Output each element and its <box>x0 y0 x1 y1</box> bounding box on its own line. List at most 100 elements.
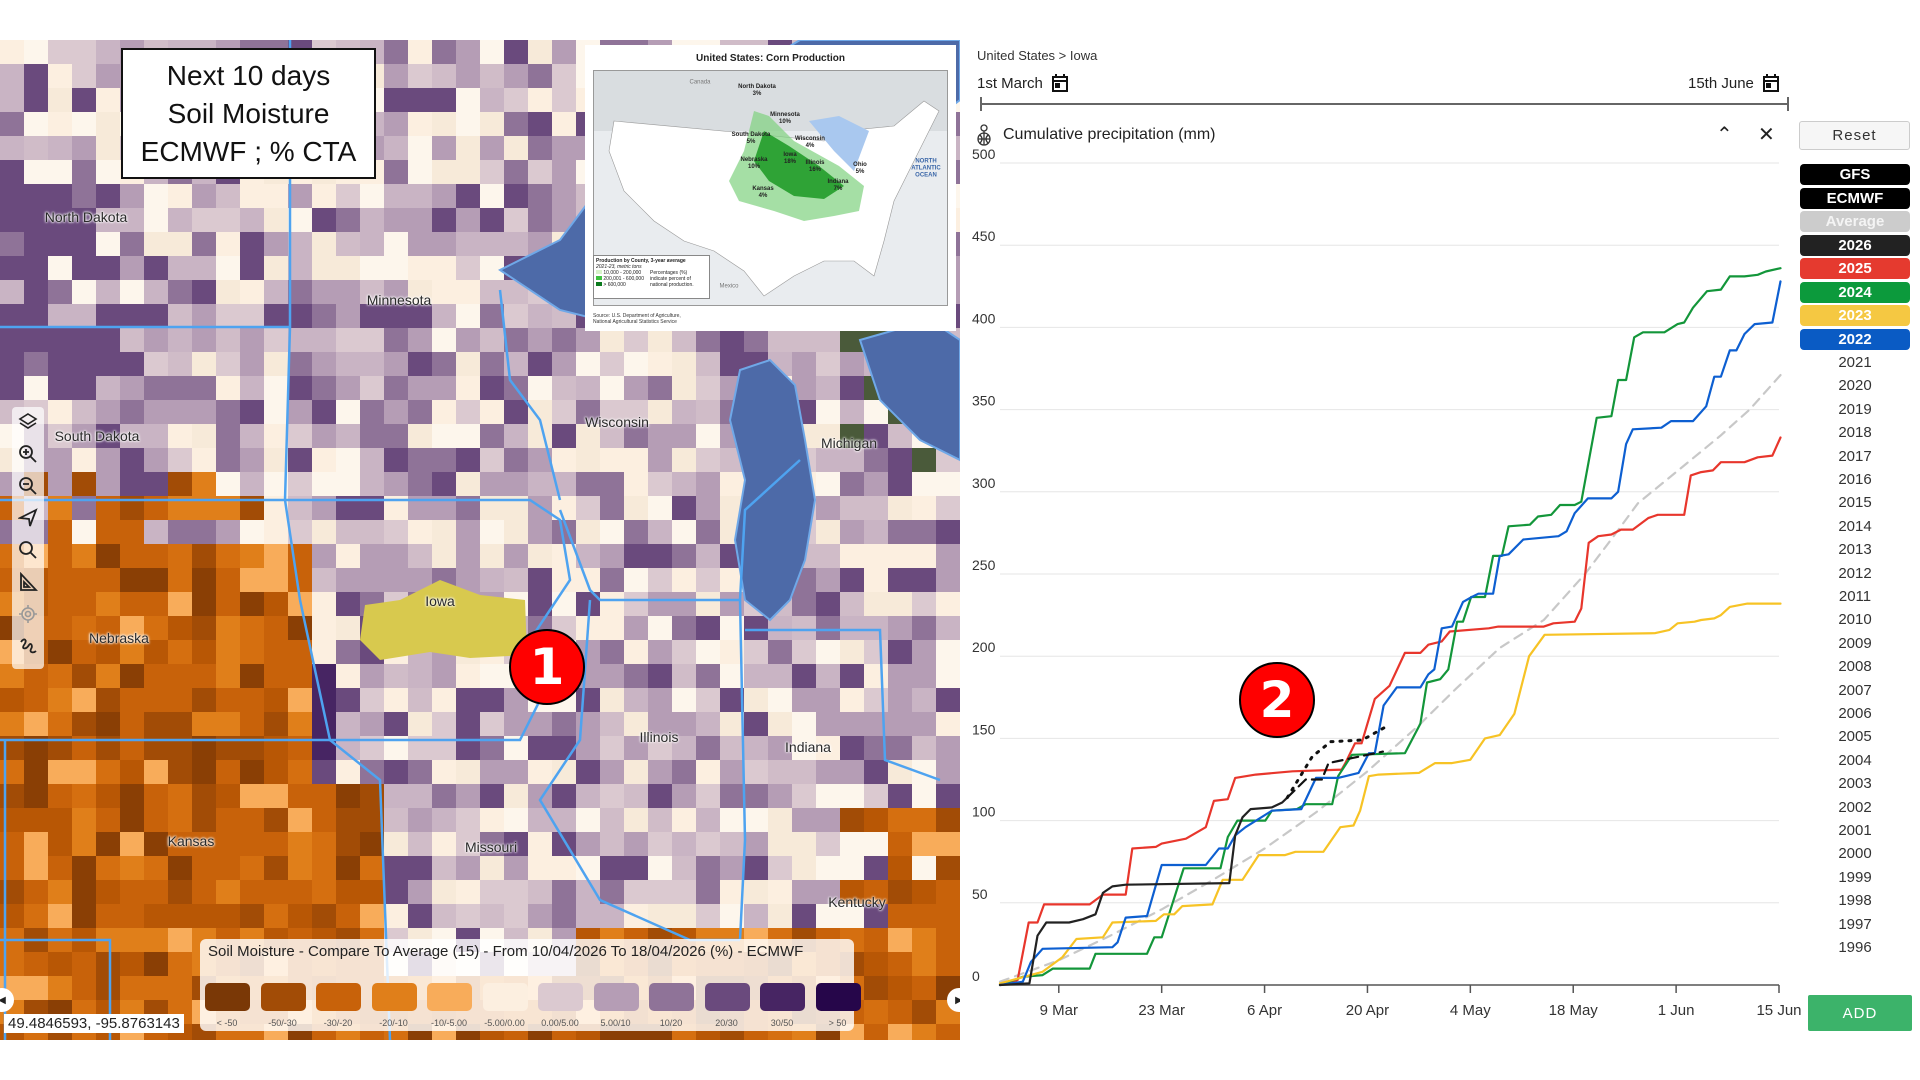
series-toggle-2002[interactable]: 2002 <box>1838 798 1872 816</box>
legend-swatch <box>260 983 306 1011</box>
y-tick-label: 100 <box>972 804 996 820</box>
series-toggle-2022[interactable]: 2022 <box>1800 328 1910 350</box>
legend-swatch <box>205 983 250 1011</box>
legend-swatch-label: -20/-10 <box>379 1018 408 1028</box>
inset-us-map <box>594 71 947 297</box>
x-tick-label: 1 Jun <box>1658 1002 1695 1019</box>
series-toggle-2013[interactable]: 2013 <box>1838 541 1872 559</box>
collapse-chevron-icon[interactable]: ⌃ <box>1716 124 1733 146</box>
series-toggle-1997[interactable]: 1997 <box>1838 915 1872 933</box>
y-tick-label: 200 <box>972 639 996 655</box>
series-toggle-2010[interactable]: 2010 <box>1838 611 1872 629</box>
series-toggle-2006[interactable]: 2006 <box>1838 705 1872 722</box>
state-label-illinois: Illinois <box>639 729 679 745</box>
legend-swatch <box>427 983 472 1011</box>
inset-legend-range: 200,001 - 600,000 <box>603 276 644 282</box>
y-tick-label: 250 <box>972 557 996 573</box>
annotation-marker-2: 2 <box>1239 662 1315 738</box>
series-toggle-2001[interactable]: 2001 <box>1838 822 1872 839</box>
series-toggle-2020[interactable]: 2020 <box>1838 377 1872 395</box>
scroll-left-button[interactable]: ◀ <box>0 988 14 1012</box>
end-date-picker[interactable]: 15th June <box>1688 73 1780 93</box>
reset-button[interactable]: Reset <box>1799 121 1910 150</box>
series-toggle-2024[interactable]: 2024 <box>1800 281 1910 303</box>
map-view[interactable]: North Dakota Minnesota South Dakota Wisc… <box>0 40 960 1040</box>
map-legend: Soil Moisture - Compare To Average (15) … <box>200 939 861 1031</box>
series-toggle-2021[interactable]: 2021 <box>1838 354 1872 371</box>
series-toggle-2011[interactable]: 2011 <box>1838 588 1872 605</box>
series-toggle-2018[interactable]: 2018 <box>1838 424 1872 442</box>
inset-legend-range: 10,000 - 200,000 <box>603 270 642 276</box>
inset-state-label: Minnesota 10% <box>770 112 800 125</box>
series-toggle-2025[interactable]: 2025 <box>1800 258 1910 279</box>
iowa-dry-region <box>360 580 527 660</box>
state-label-indiana: Indiana <box>785 739 831 755</box>
layers-icon[interactable] <box>16 410 40 434</box>
y-tick-label: 350 <box>972 393 996 409</box>
series-toggle-2005[interactable]: 2005 <box>1838 728 1872 746</box>
series-toggle-2017[interactable]: 2017 <box>1838 447 1872 465</box>
series-toggle-2007[interactable]: 2007 <box>1838 681 1872 699</box>
series-toggle-2000[interactable]: 2000 <box>1838 845 1872 863</box>
series-toggle-gfs[interactable]: GFS <box>1800 164 1910 185</box>
measure-icon[interactable] <box>16 570 40 594</box>
lake-michigan <box>728 358 817 622</box>
zoom-out-icon[interactable] <box>16 474 40 498</box>
date-range-slider[interactable] <box>980 97 1789 111</box>
inset-legend-title: Production by County, 3-year average <box>596 258 686 264</box>
state-label-minnesota: Minnesota <box>366 292 432 308</box>
inset-state-label: Illinois 16% <box>805 160 825 173</box>
legend-swatch-label: < -50 <box>216 1018 238 1028</box>
series-toggle-1998[interactable]: 1998 <box>1838 892 1872 910</box>
close-icon[interactable]: ✕ <box>1758 124 1775 146</box>
series-toggle-1999[interactable]: 1999 <box>1838 868 1872 886</box>
state-label-north-dakota: North Dakota <box>44 209 128 225</box>
add-button[interactable]: ADD <box>1808 995 1912 1031</box>
inset-title: United States: Corn Production <box>696 53 845 64</box>
series-toggle-2003[interactable]: 2003 <box>1838 775 1872 793</box>
series-toggle-2012[interactable]: 2012 <box>1838 564 1872 582</box>
series-toggle-2009[interactable]: 2009 <box>1838 634 1872 652</box>
map-title-box: Next 10 days Soil Moisture ECMWF ; % CTA <box>121 48 376 179</box>
zoom-in-icon[interactable] <box>16 442 40 466</box>
series-toggle-2019[interactable]: 2019 <box>1838 400 1872 418</box>
series-toggle-2004[interactable]: 2004 <box>1838 751 1872 769</box>
start-date-picker[interactable]: 1st March <box>977 73 1069 93</box>
breadcrumb[interactable]: United States > Iowa <box>977 48 1098 63</box>
series-toggle-1996[interactable]: 1996 <box>1838 939 1872 956</box>
scroll-right-button[interactable]: ▶ <box>947 988 960 1012</box>
map-toolbar <box>12 407 44 669</box>
x-tick-label: 4 May <box>1450 1002 1491 1019</box>
inset-legend-subtitle: 2021-23, metric tons <box>596 264 642 270</box>
cursor-coordinates: 49.4846593, -95.8763143 <box>4 1014 184 1033</box>
x-tick-label: 18 May <box>1549 1002 1599 1019</box>
legend-swatch-label: -30/-20 <box>323 1018 353 1028</box>
locate-icon[interactable] <box>16 602 40 626</box>
state-label-michigan: Michigan <box>820 435 878 451</box>
y-tick-label: 50 <box>972 886 988 902</box>
series-toggle-ecmwf[interactable]: ECMWF <box>1800 187 1910 209</box>
inset-legend-note: Percentages (%) indicate percent of nati… <box>649 270 694 288</box>
series-toggle-2014[interactable]: 2014 <box>1838 517 1872 535</box>
series-toggle-2026[interactable]: 2026 <box>1800 234 1910 256</box>
inset-label-canada: Canada <box>689 79 711 86</box>
state-label-iowa: Iowa <box>425 593 455 609</box>
legend-swatch-label: 30/50 <box>770 1018 794 1028</box>
calendar-icon[interactable] <box>1762 73 1780 93</box>
draw-icon[interactable] <box>16 634 40 658</box>
inset-map: Canada Mexico NORTH ATLANTIC OCEAN North… <box>593 70 948 306</box>
series-toggle-2016[interactable]: 2016 <box>1838 471 1872 488</box>
legend-swatch <box>815 983 861 1011</box>
inset-label-mexico: Mexico <box>719 283 739 290</box>
navigate-icon[interactable] <box>16 506 40 530</box>
legend-swatch-label: 20/30 <box>715 1018 738 1028</box>
series-toggle-2023[interactable]: 2023 <box>1800 305 1910 326</box>
state-label-missouri: Missouri <box>464 839 518 855</box>
series-toggle-2008[interactable]: 2008 <box>1838 658 1872 676</box>
series-toggle-average[interactable]: Average <box>1800 211 1910 232</box>
inset-legend: Production by County, 3-year average 202… <box>593 255 710 299</box>
calendar-icon[interactable] <box>1051 73 1069 93</box>
search-icon[interactable] <box>16 538 40 562</box>
y-tick-label: 300 <box>972 475 996 491</box>
series-toggle-2015[interactable]: 2015 <box>1838 494 1872 512</box>
